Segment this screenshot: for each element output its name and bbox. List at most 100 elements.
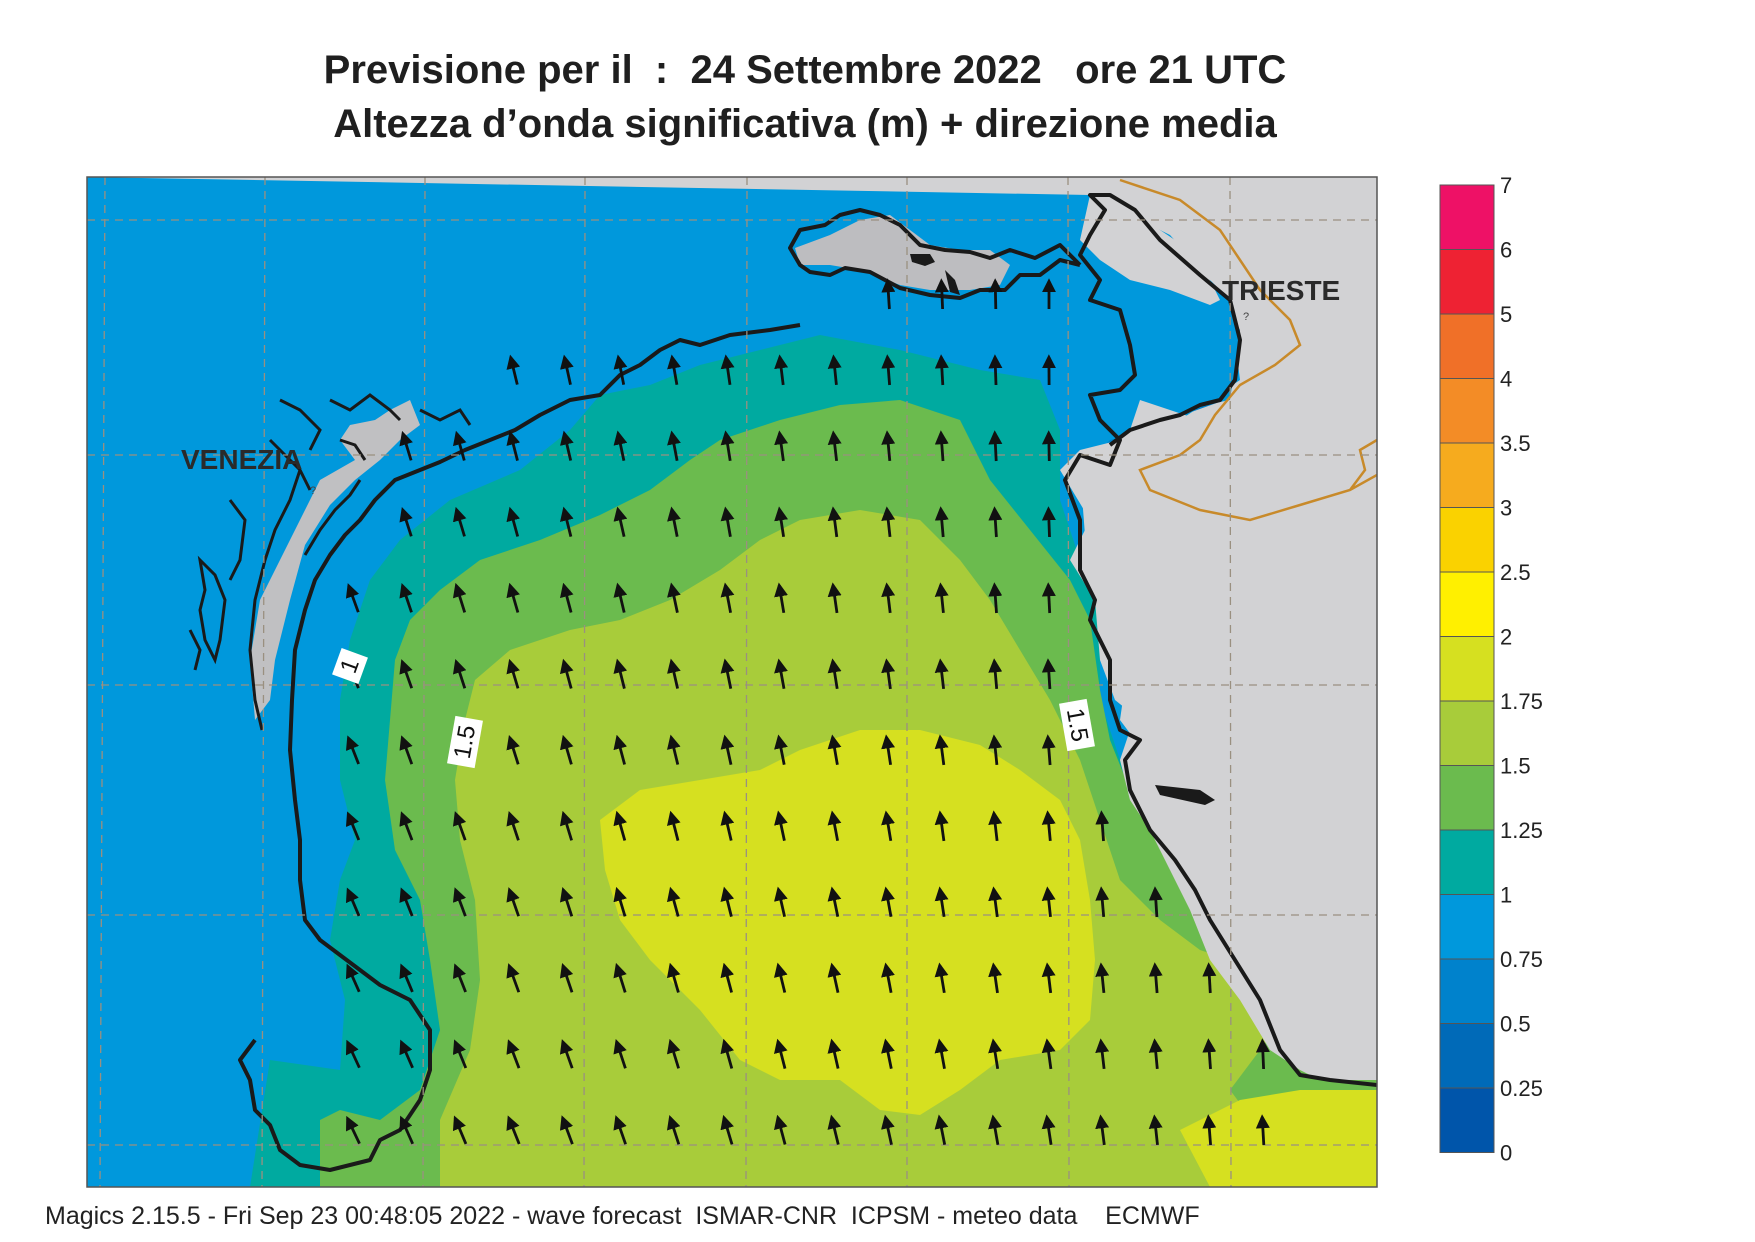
wave-arrow [774, 354, 789, 386]
place-label-trieste: TRIESTE [1222, 275, 1340, 306]
wave-arrow [399, 811, 414, 841]
wave-arrow [1041, 1114, 1056, 1146]
wave-arrow [881, 1038, 895, 1069]
wave-arrow [881, 430, 896, 462]
wave-arrow [666, 962, 681, 993]
wave-arrow [934, 658, 949, 690]
wave-arrow [452, 659, 467, 689]
legend-swatch [1439, 378, 1495, 444]
svg-text:1.5: 1.5 [449, 723, 481, 761]
wave-arrow [506, 582, 520, 613]
wave-arrow [881, 278, 896, 310]
wave-arrow [827, 658, 842, 690]
wave-arrow [452, 887, 467, 917]
wave-arrow [667, 810, 681, 841]
wave-arrow [613, 430, 628, 461]
wave-arrow [934, 278, 949, 310]
legend-level-label: 0.5 [1500, 1012, 1531, 1037]
wave-arrow [345, 735, 360, 765]
wave-arrow [988, 354, 1003, 386]
wave-arrow [881, 658, 896, 690]
wave-arrow [667, 734, 681, 765]
wave-arrow [399, 735, 414, 765]
wave-arrow [1095, 1114, 1110, 1146]
wave-arrow [399, 1115, 414, 1145]
wave-arrow [934, 582, 949, 614]
wave-arrow [613, 1115, 627, 1145]
wave-arrow [452, 506, 467, 537]
wave-arrow [934, 886, 949, 918]
legend-swatch [1439, 184, 1495, 250]
wave-arrow [774, 734, 788, 765]
map-title: Previsione per il : 24 Settembre 2022 or… [323, 48, 1287, 92]
wave-arrow [720, 1114, 734, 1145]
city-marker-trieste: ? [1243, 311, 1249, 323]
wave-arrow [613, 810, 627, 841]
legend-level-label: 2 [1500, 625, 1512, 650]
wave-arrow [506, 735, 520, 765]
legend-level-label: 1.75 [1500, 689, 1543, 714]
wave-arrow [988, 962, 1003, 994]
legend-level-label: 0.25 [1500, 1076, 1543, 1101]
wave-arrow [1041, 886, 1056, 918]
wave-arrow [720, 734, 735, 765]
wave-arrow [560, 506, 574, 537]
wave-arrow [774, 582, 788, 614]
legend-level-label: 7 [1500, 173, 1512, 198]
wave-arrow [774, 1038, 788, 1069]
wave-arrow [560, 658, 574, 689]
wave-arrow [881, 962, 895, 993]
wave-arrow [399, 963, 414, 993]
wave-arrow [988, 1114, 1002, 1146]
wave-arrow [827, 1114, 842, 1145]
wave-arrow [560, 430, 574, 461]
legend-swatch [1439, 1087, 1495, 1153]
wave-arrow [774, 962, 788, 993]
wave-arrow [399, 430, 413, 461]
wave-arrow [667, 658, 681, 689]
wave-arrow [774, 810, 788, 841]
wave-arrow [988, 658, 1003, 690]
wave-arrow [506, 811, 520, 841]
wave-arrow [345, 1039, 361, 1069]
state-border [1119, 178, 1377, 522]
wave-arrow [399, 583, 413, 613]
wave-arrow [934, 962, 949, 994]
wave-arrow [506, 354, 521, 385]
wave-arrow [1255, 1038, 1270, 1070]
wave-arrow [667, 582, 681, 613]
wave-arrow [827, 886, 842, 917]
wave-arrow [988, 582, 1003, 614]
wave-arrow [720, 506, 735, 538]
wave-arrow [1041, 962, 1056, 994]
wave-arrow [1041, 734, 1056, 766]
wave-arrow [827, 430, 842, 462]
legend-swatch [1439, 700, 1495, 766]
wave-arrow [666, 1115, 681, 1145]
wave-arrow [667, 430, 681, 462]
wave-arrow [1041, 430, 1056, 462]
legend-level-label: 3 [1500, 496, 1512, 521]
legend-level-label: 1 [1500, 883, 1512, 908]
wave-arrow [988, 886, 1003, 918]
wave-arrow [988, 506, 1003, 538]
wave-arrow [559, 887, 574, 917]
wave-arrow [559, 1115, 574, 1145]
wave-arrow [560, 354, 574, 385]
wave-arrow [1148, 886, 1163, 918]
wave-arrow [774, 886, 788, 918]
svg-text:1.5: 1.5 [1061, 706, 1093, 744]
legend-swatch [1439, 894, 1495, 960]
wave-arrow [720, 886, 735, 917]
contour-label-1: 1 [332, 648, 368, 684]
legend-level-label: 1.5 [1500, 754, 1531, 779]
wave-arrow [1041, 582, 1056, 614]
wave-arrow [452, 1115, 468, 1145]
legend-level-label: 1.25 [1500, 818, 1543, 843]
sea-band-1.75-2-se [1180, 1090, 1377, 1187]
wave-arrow [827, 734, 842, 766]
wave-arrow [1148, 962, 1163, 994]
sea-band-1.75-2 [600, 730, 1095, 1115]
wave-arrow [827, 354, 842, 386]
color-legend: 7 6 5 4 3.5 3 2.5 2 1.75 1.5 1.25 1 0.75 0.5 0.25 0 [1439, 173, 1543, 1166]
